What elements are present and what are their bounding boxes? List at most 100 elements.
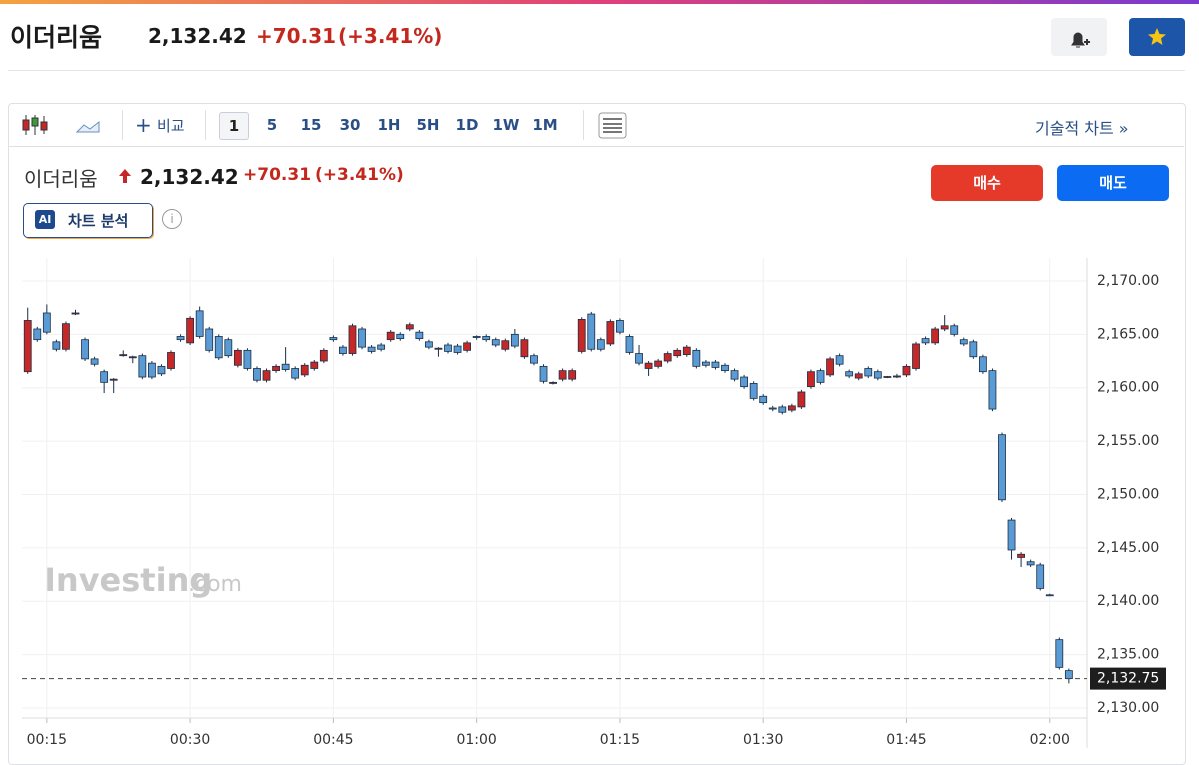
candle-body <box>167 352 175 369</box>
candle-body <box>883 376 892 378</box>
candle-body <box>434 347 443 350</box>
interval-button[interactable]: 1D <box>455 116 479 134</box>
info-icon[interactable]: i <box>162 209 182 229</box>
candle-body <box>701 361 710 366</box>
candle-body <box>921 338 930 344</box>
candle-body <box>730 370 739 380</box>
candle-body <box>472 336 481 338</box>
buy-button[interactable]: 매수 <box>931 165 1043 201</box>
y-tick-label: 2,170.00 <box>1097 273 1159 289</box>
candle-body <box>205 328 214 351</box>
candle-body <box>119 354 128 357</box>
candle-body <box>539 365 548 382</box>
ai-icon: AI <box>35 210 55 229</box>
candle-body <box>893 375 901 378</box>
candle-body <box>673 349 682 357</box>
candle-body <box>81 339 89 360</box>
ai-button[interactable] <box>23 203 153 238</box>
candle-body <box>138 355 147 378</box>
candle-body <box>959 339 968 345</box>
candle-body <box>978 356 987 373</box>
candle-body <box>807 371 815 388</box>
candle-body <box>1036 564 1045 589</box>
price: 2,132.42 <box>140 165 239 189</box>
candle-body <box>940 325 949 330</box>
x-tick-label: 01:30 <box>743 732 783 748</box>
change-pct: (+3.41%) <box>315 165 404 185</box>
interval-button[interactable]: 15 <box>300 116 322 134</box>
candle-body <box>816 370 825 383</box>
candle-body <box>186 317 195 344</box>
candle-body <box>109 378 118 381</box>
layout-icon[interactable] <box>598 112 628 140</box>
y-tick-label: 2,165.00 <box>1097 326 1159 342</box>
asset-name: 이더리움 <box>24 167 98 191</box>
candle-body <box>23 320 32 373</box>
candle-body <box>339 346 347 354</box>
divider <box>8 70 1185 71</box>
candle-body <box>42 312 51 333</box>
candle-body <box>864 368 873 377</box>
candle-body <box>873 371 882 379</box>
compare[interactable]: 비교 <box>157 117 185 135</box>
candle-body <box>587 313 596 350</box>
y-tick-label: 2,135.00 <box>1097 647 1159 663</box>
interval-button[interactable]: 5 <box>266 116 278 134</box>
candle-body <box>453 345 462 353</box>
interval-button[interactable]: 1W <box>492 116 520 134</box>
chart-type-icons[interactable] <box>20 112 120 138</box>
top-bar <box>0 0 1199 4</box>
x-tick-label: 01:00 <box>456 732 496 748</box>
interval-button[interactable]: 5H <box>416 116 440 134</box>
candle-body <box>33 328 42 341</box>
candle-body <box>826 358 834 376</box>
candle-body <box>148 362 156 378</box>
candle-body <box>1007 519 1016 551</box>
interval-button[interactable]: 30 <box>339 116 361 134</box>
y-tick-label: 2,160.00 <box>1097 380 1159 396</box>
candle-body <box>998 434 1006 501</box>
alert-button[interactable] <box>1051 18 1107 56</box>
candle-body <box>912 343 920 369</box>
up-arrow <box>119 169 131 183</box>
candle-body <box>281 363 290 370</box>
interval-button[interactable]: 1 <box>219 112 249 140</box>
candle-body <box>195 310 204 337</box>
candle-body <box>988 370 997 410</box>
interval-button[interactable]: 1M <box>532 116 558 134</box>
x-tick-label: 00:45 <box>313 732 353 748</box>
candle-body <box>510 333 519 347</box>
candle-body <box>845 371 854 377</box>
technical-chart-link[interactable]: 기술적 차트 » <box>1035 119 1129 138</box>
candle-body <box>243 349 252 369</box>
candle-body <box>501 340 510 350</box>
candle-body <box>1055 639 1064 668</box>
sell-button[interactable]: 매도 <box>1057 165 1169 201</box>
candle-body <box>482 336 491 341</box>
candle-body <box>740 376 748 388</box>
candle-body <box>367 346 376 352</box>
candle-body <box>405 324 414 330</box>
x-tick-label: 01:45 <box>886 732 926 748</box>
candle-body <box>711 361 720 368</box>
candle-body <box>759 395 768 404</box>
candle-body <box>682 346 691 356</box>
y-tick-label: 2,150.00 <box>1097 486 1159 502</box>
candle-body <box>635 353 643 364</box>
candle-body <box>835 355 844 365</box>
candle-body <box>463 342 472 351</box>
asset-name: 이더리움 <box>10 23 103 52</box>
x-tick-label: 00:30 <box>170 732 210 748</box>
candle-body <box>90 358 99 365</box>
candle-body <box>692 349 701 367</box>
candle-body <box>950 325 959 335</box>
chart: Investing .com 2,130.00 2,135.00 2,140.00 2… <box>22 258 1166 748</box>
candle-body <box>797 391 806 408</box>
candle-body <box>444 344 452 352</box>
watchlist-button[interactable] <box>1129 18 1185 56</box>
candle-body <box>520 339 529 358</box>
last-price-tag <box>1090 667 1166 690</box>
interval-button[interactable]: 1H <box>377 116 401 134</box>
separator <box>205 110 206 140</box>
